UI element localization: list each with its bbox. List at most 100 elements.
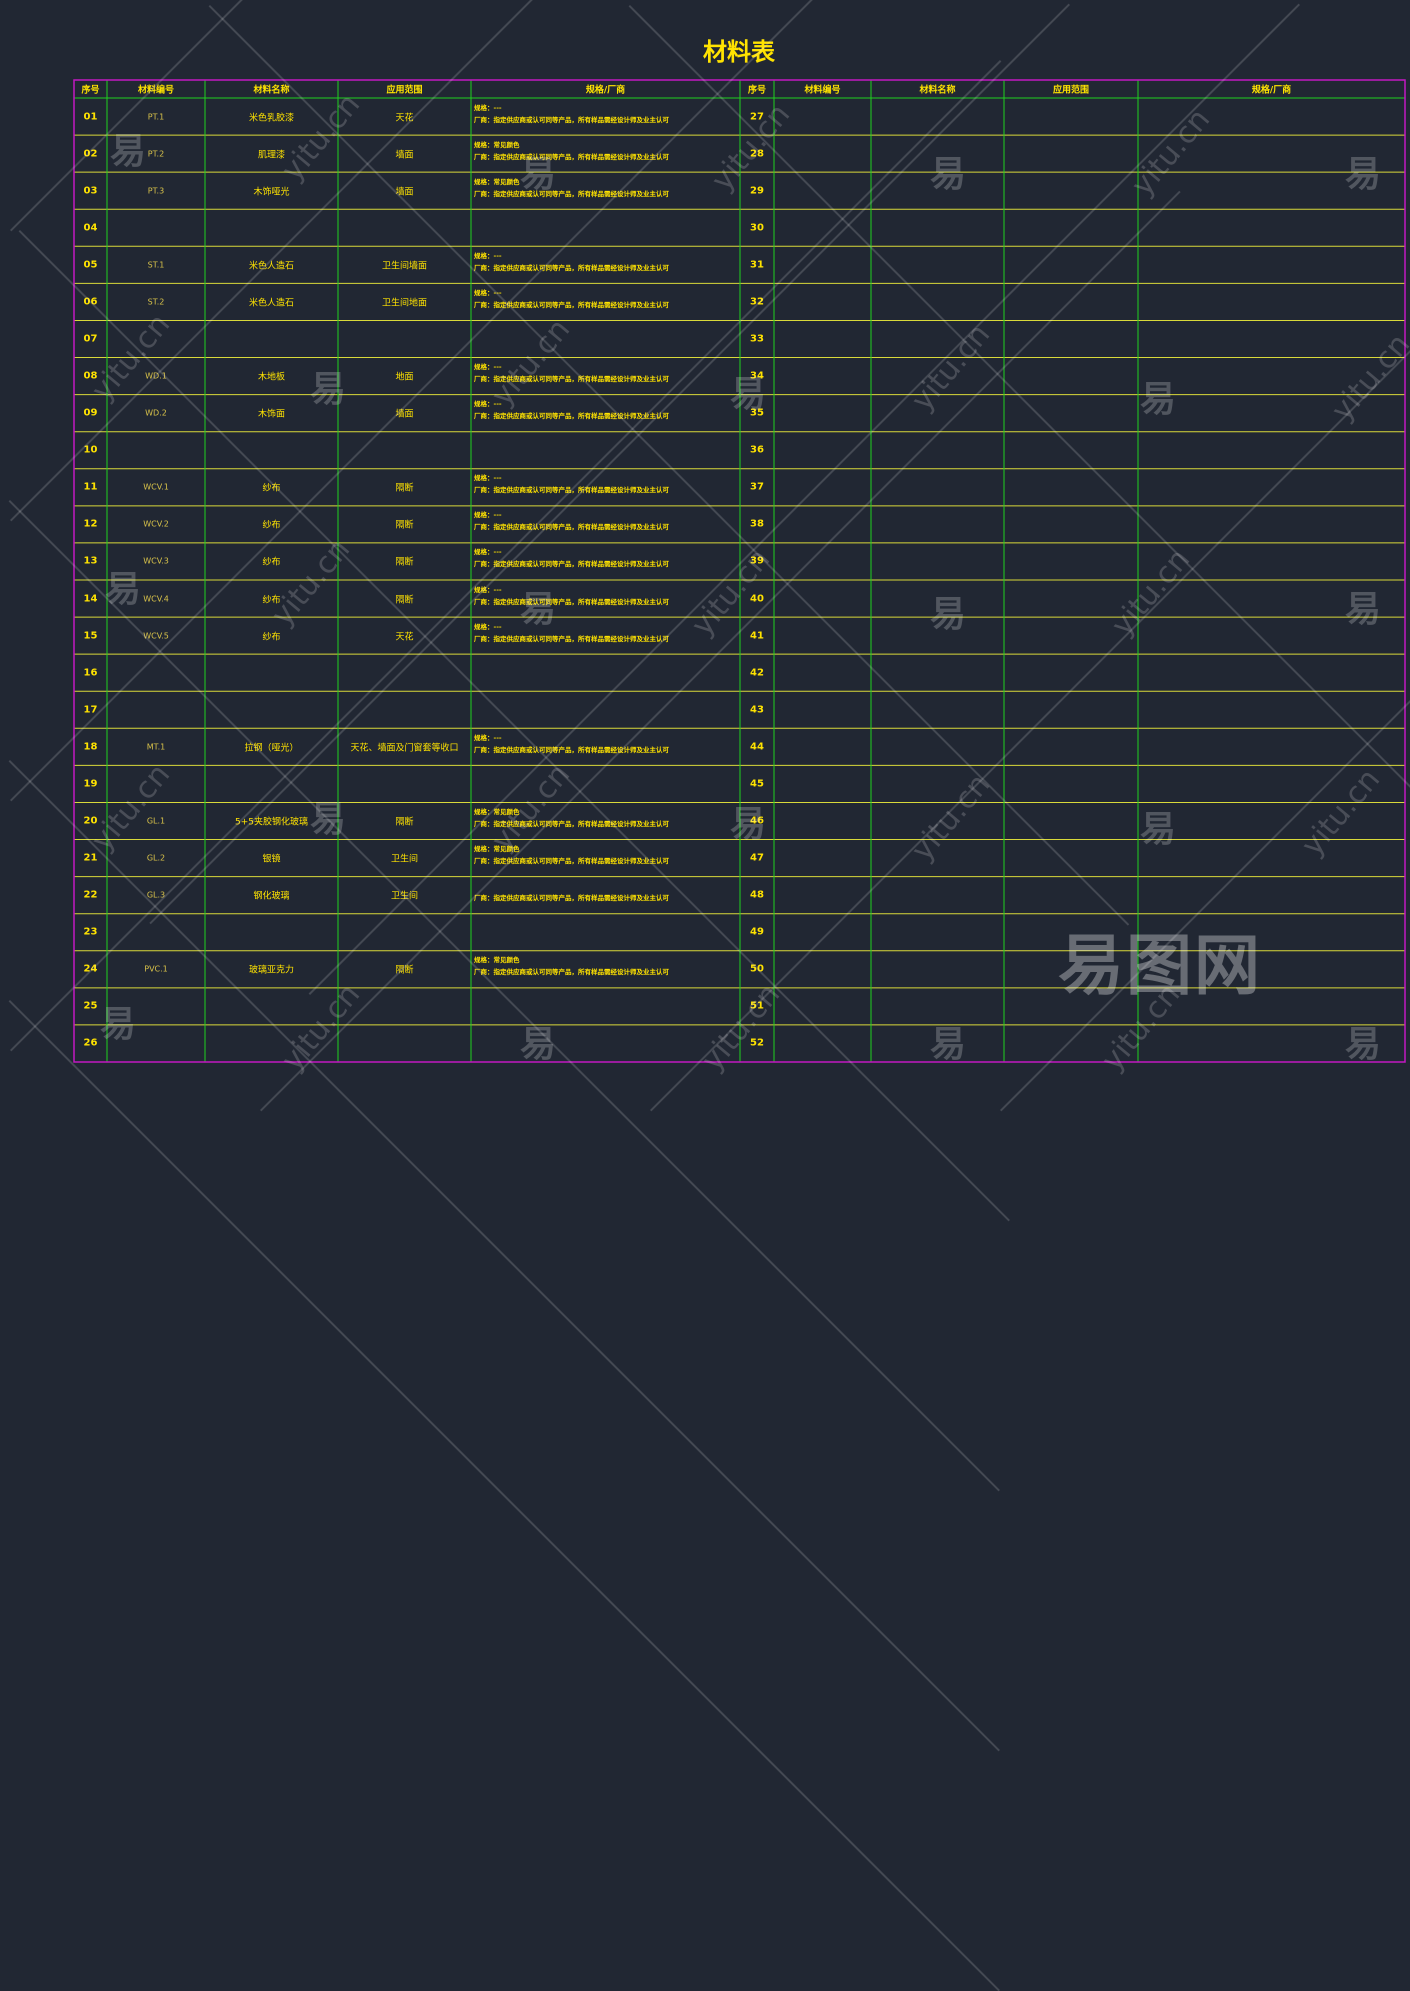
row-index: 23: [83, 926, 98, 938]
row-index: 05: [83, 259, 98, 271]
vendor-note: 厂商：指定供应商或认可同等产品，所有样品需经设计师及业主认可: [474, 894, 669, 903]
row-index: 36: [750, 444, 764, 456]
row-index: 07: [83, 333, 98, 345]
material-name: 木饰面: [257, 409, 286, 420]
row-index: 30: [750, 222, 764, 234]
row-index: 25: [83, 1000, 98, 1012]
vendor-note: 厂商：指定供应商或认可同等产品，所有样品需经设计师及业主认可: [474, 189, 669, 198]
application-area: 天花: [395, 113, 414, 124]
row-index: 42: [750, 667, 764, 679]
spec-note: 规格：---: [474, 288, 502, 297]
row-index: 27: [750, 111, 764, 123]
row-index: 38: [750, 518, 764, 530]
material-name: 木饰哑光: [253, 187, 290, 198]
row-index: 04: [83, 222, 98, 234]
application-area: 墙面: [395, 187, 414, 198]
vendor-note: 厂商：指定供应商或认可同等产品，所有样品需经设计师及业主认可: [474, 263, 669, 272]
row-index: 15: [83, 630, 98, 642]
spec-note: 规格：常见颜色: [474, 808, 520, 816]
material-code: WD.2: [145, 408, 167, 418]
row-index: 29: [750, 185, 764, 197]
spec-note: 规格：常见颜色: [474, 845, 520, 854]
material-code: PVC.1: [144, 964, 168, 974]
column-header: 材料编号: [804, 85, 841, 96]
material-code: PT.2: [147, 149, 165, 159]
application-area: 卫生间: [390, 854, 419, 865]
application-area: 隔断: [395, 520, 414, 531]
row-index: 18: [83, 741, 98, 753]
application-area: 天花: [395, 632, 414, 643]
application-area: 墙面: [395, 409, 414, 420]
spec-note: 规格：---: [474, 363, 502, 372]
application-area: 天花、墙面及门窗套等收口: [350, 743, 459, 754]
row-index: 17: [83, 704, 98, 716]
row-index: 49: [750, 926, 764, 938]
column-header: 材料名称: [253, 85, 290, 96]
spec-note: 规格：---: [474, 585, 502, 594]
vendor-note: 厂商：指定供应商或认可同等产品，所有样品需经设计师及业主认可: [474, 745, 669, 754]
material-code: MT.1: [146, 742, 166, 752]
row-index: 44: [750, 741, 764, 753]
row-index: 39: [750, 555, 764, 567]
material-code: PT.1: [147, 112, 165, 122]
spec-note: 规格：---: [474, 103, 502, 112]
page-title: 材料表: [703, 38, 775, 66]
spec-note: 规格：---: [474, 251, 502, 260]
material-name: 拉钢（哑光）: [244, 743, 299, 754]
column-header: 应用范围: [1052, 85, 1090, 96]
vendor-note: 厂商：指定供应商或认可同等产品，所有样品需经设计师及业主认可: [474, 412, 669, 421]
row-index: 28: [750, 148, 764, 160]
material-name: 玻璃亚克力: [248, 965, 295, 976]
material-name: 纱布: [262, 520, 281, 531]
row-index: 34: [750, 370, 764, 382]
row-index: 43: [750, 704, 764, 716]
row-index: 11: [83, 481, 98, 493]
row-index: 02: [83, 148, 98, 160]
row-index: 16: [83, 667, 98, 679]
material-name: 米色人造石: [248, 261, 295, 272]
material-name: 米色乳胶漆: [248, 113, 295, 124]
spec-note: 规格：常见颜色: [474, 177, 520, 186]
vendor-note: 厂商：指定供应商或认可同等产品，所有样品需经设计师及业主认可: [474, 857, 669, 866]
spec-note: 规格：---: [474, 511, 502, 520]
application-area: 隔断: [395, 595, 414, 606]
material-code: WCV.4: [143, 594, 169, 604]
material-name: 纱布: [262, 557, 281, 568]
spec-note: 规格：常见颜色: [474, 956, 520, 965]
vendor-note: 厂商：指定供应商或认可同等产品，所有样品需经设计师及业主认可: [474, 115, 669, 124]
row-index: 40: [750, 593, 764, 605]
row-index: 14: [83, 593, 98, 605]
vendor-note: 厂商：指定供应商或认可同等产品，所有样品需经设计师及业主认可: [474, 820, 669, 828]
material-name: 银镜: [262, 854, 281, 865]
row-index: 01: [83, 111, 98, 123]
vendor-note: 厂商：指定供应商或认可同等产品，所有样品需经设计师及业主认可: [474, 560, 669, 569]
row-index: 50: [750, 963, 764, 975]
vendor-note: 厂商：指定供应商或认可同等产品，所有样品需经设计师及业主认可: [474, 968, 669, 977]
application-area: 隔断: [395, 965, 414, 976]
row-index: 08: [83, 370, 98, 382]
row-index: 12: [83, 518, 98, 530]
row-index: 10: [83, 444, 98, 456]
row-index: 20: [83, 815, 98, 827]
vendor-note: 厂商：指定供应商或认可同等产品，所有样品需经设计师及业主认可: [474, 375, 669, 384]
row-index: 52: [750, 1037, 764, 1049]
material-name: 纱布: [262, 595, 281, 606]
application-area: 卫生间: [390, 891, 419, 902]
watermark-line: [8, 1000, 1000, 1991]
column-header: 序号: [747, 85, 767, 96]
row-index: 24: [83, 963, 98, 975]
application-area: 隔断: [395, 483, 414, 494]
material-table: [73, 79, 1406, 1063]
row-index: 22: [83, 889, 98, 901]
row-index: 48: [750, 889, 764, 901]
row-index: 26: [83, 1037, 98, 1049]
row-index: 09: [83, 407, 98, 419]
column-header: 应用范围: [386, 85, 423, 96]
material-code: WCV.1: [143, 482, 169, 492]
spec-note: 规格：---: [474, 548, 502, 557]
row-index: 51: [750, 1000, 764, 1012]
material-code: ST.1: [147, 260, 165, 270]
material-code: GL.3: [146, 890, 166, 900]
material-name: 肌理漆: [257, 150, 286, 161]
material-code: ST.2: [147, 297, 165, 307]
